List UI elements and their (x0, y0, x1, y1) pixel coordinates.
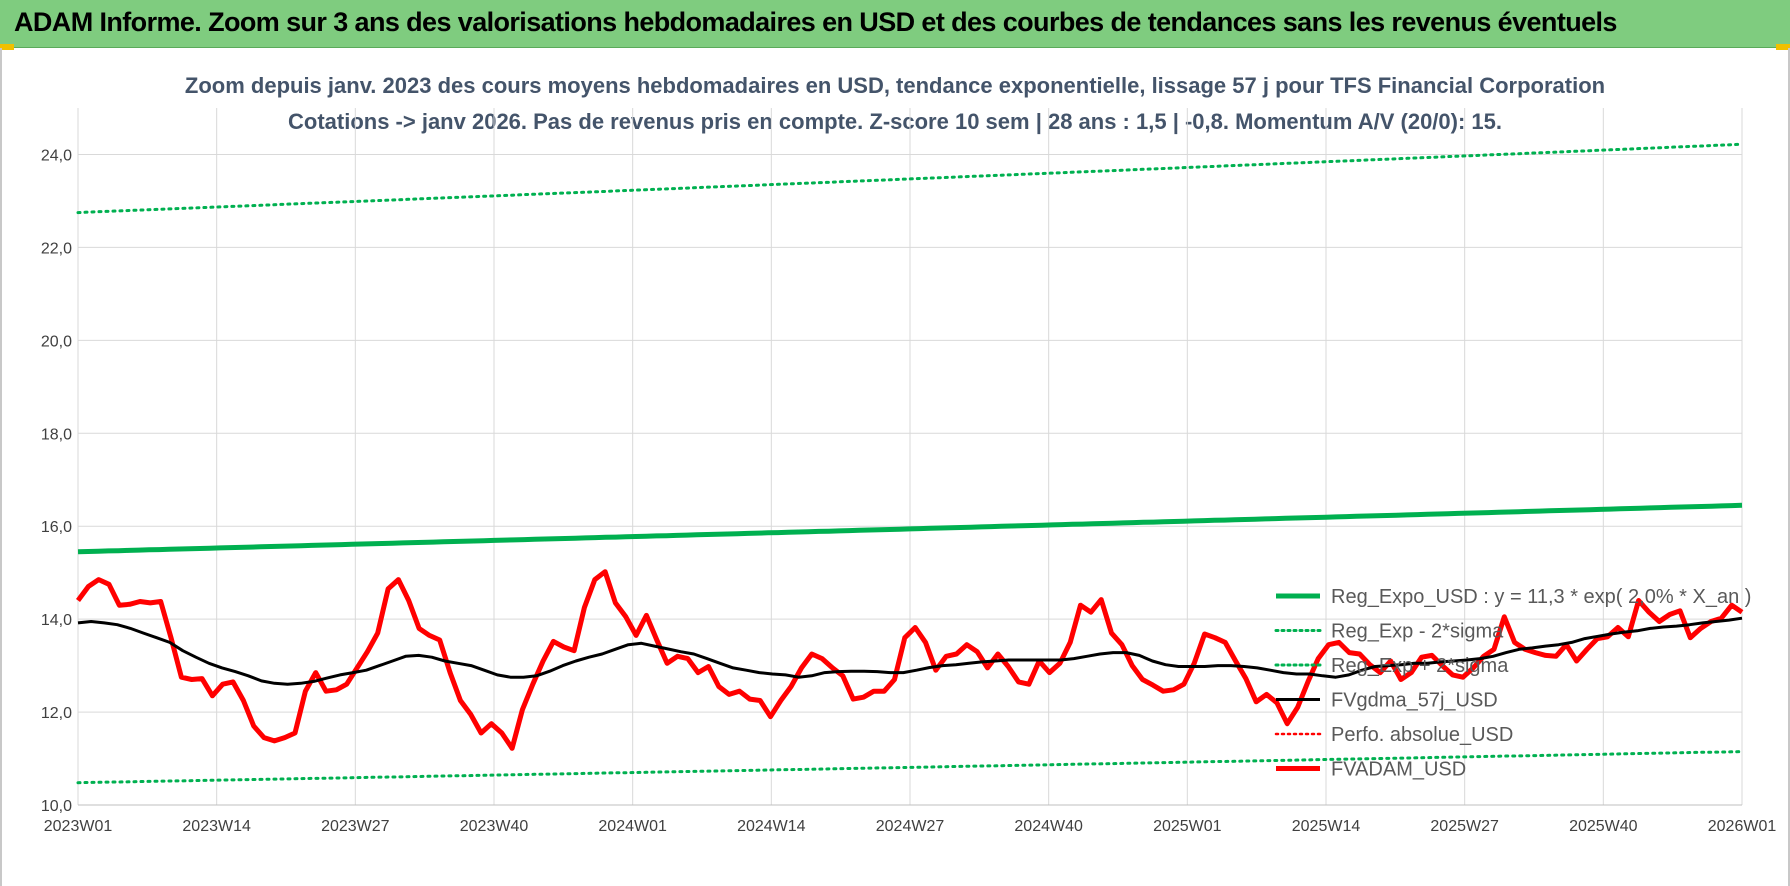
series-line-1 (76, 750, 1744, 785)
x-tick-label: 2024W40 (1014, 818, 1083, 835)
legend-label: Perfo. absolue_USD (1331, 724, 1513, 746)
corner-accent-right (1776, 44, 1790, 50)
header-banner: ADAM Informe. Zoom sur 3 ans des valoris… (0, 0, 1790, 48)
x-tick-label: 2023W40 (460, 818, 529, 835)
series-line-2 (76, 142, 1744, 215)
legend-label: Reg_Exp + 2*sigma (1331, 655, 1509, 677)
y-tick-label: 24,0 (41, 147, 72, 164)
y-tick-label: 16,0 (41, 519, 72, 536)
series-line-3 (77, 616, 1743, 686)
corner-accent-left (0, 44, 14, 50)
x-tick-label: 2026W01 (1708, 818, 1777, 835)
x-tick-label: 2024W14 (737, 818, 806, 835)
chart-frame (0, 48, 1790, 886)
x-tick-label: 2023W27 (321, 818, 390, 835)
x-tick-label: 2024W27 (876, 818, 945, 835)
legend-label: FVADAM_USD (1331, 759, 1466, 781)
banner-title: ADAM Informe. Zoom sur 3 ans des valoris… (14, 7, 1617, 37)
chart-title: Zoom depuis janv. 2023 des cours moyens … (185, 73, 1605, 98)
x-tick-label: 2023W14 (182, 818, 251, 835)
legend-label: Reg_Expo_USD : y = 11,3 * exp( 2,0% * X_… (1331, 586, 1751, 608)
y-tick-label: 18,0 (41, 426, 72, 443)
series-line-5 (75, 569, 1744, 751)
y-tick-label: 10,0 (41, 798, 72, 815)
x-tick-label: 2023W01 (44, 818, 113, 835)
y-tick-label: 14,0 (41, 612, 72, 629)
legend-label: FVgdma_57j_USD (1331, 690, 1498, 712)
legend-label: Reg_Exp - 2*sigma (1331, 621, 1504, 643)
x-tick-label: 2025W14 (1292, 818, 1361, 835)
x-tick-label: 2025W40 (1569, 818, 1638, 835)
x-tick-label: 2025W27 (1430, 818, 1499, 835)
y-tick-label: 12,0 (41, 705, 72, 722)
x-tick-label: 2024W01 (598, 818, 667, 835)
y-tick-label: 20,0 (41, 333, 72, 350)
legend: Reg_Expo_USD : y = 11,3 * exp( 2,0% * X_… (1274, 586, 1751, 781)
y-tick-label: 22,0 (41, 240, 72, 257)
series-line-0 (77, 502, 1743, 555)
y-axis-ticks: 10,0 12,0 14,0 16,0 18,0 20,0 22,0 24,0 (41, 147, 72, 815)
x-tick-label: 2025W01 (1153, 818, 1222, 835)
chart-subtitle: Cotations -> janv 2026. Pas de revenus p… (288, 109, 1502, 134)
x-axis-ticks: 2023W01 2023W14 2023W27 2023W40 2024W01 2024W… (44, 818, 1777, 835)
series-lines (75, 142, 1744, 785)
